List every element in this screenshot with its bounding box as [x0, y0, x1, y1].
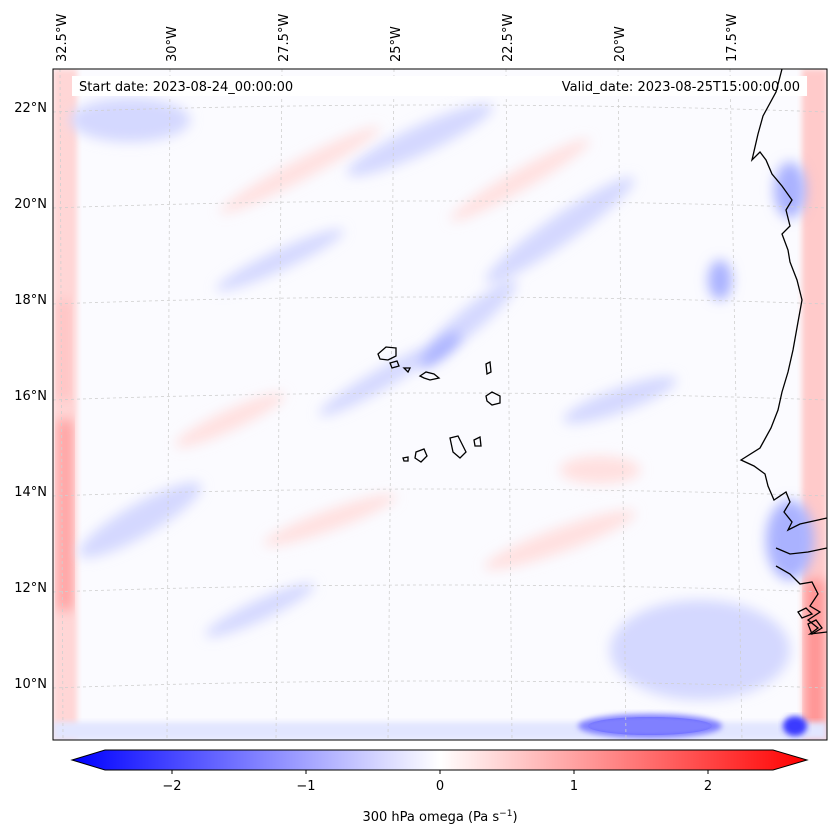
- lat-label: 22°N: [14, 101, 47, 116]
- latitude-labels: 22°N 20°N 18°N 16°N 14°N 12°N 10°N: [14, 101, 47, 692]
- island-santa-luzia: [402, 367, 412, 374]
- colorbar-tick-label: 2: [704, 779, 712, 794]
- west-africa-coastline: [739, 69, 827, 532]
- map-frame: [52, 68, 828, 741]
- lat-label: 16°N: [14, 389, 47, 404]
- gambia-river: [775, 547, 827, 555]
- lon-label: 30°W: [165, 26, 180, 62]
- island-maio: [473, 436, 482, 447]
- colorbar-bar: [70, 749, 809, 771]
- island-santo-antao: [377, 346, 397, 361]
- date-header-band: [72, 76, 807, 96]
- gridlines: [53, 69, 827, 740]
- lon-label: 22.5°W: [501, 14, 516, 62]
- lat-label: 20°N: [14, 197, 47, 212]
- island-sao-vicente: [389, 360, 400, 369]
- lat-label: 10°N: [14, 677, 47, 692]
- island-sal: [485, 360, 492, 376]
- lon-label: 17.5°W: [725, 14, 740, 62]
- lat-label: 12°N: [14, 581, 47, 596]
- valid-date: Valid_date: 2023-08-25T15:00:00.00: [562, 80, 800, 95]
- guinea-bissau-coast: [775, 565, 827, 635]
- colorbar-tick-label: −1: [296, 779, 315, 794]
- colorbar-label-sup: −1: [499, 809, 512, 819]
- island-sao-nicolau: [418, 371, 441, 381]
- island-santiago: [449, 435, 467, 459]
- coastlines: [739, 69, 827, 635]
- island-boa-vista: [485, 391, 501, 406]
- colorbar-tick-label: 0: [436, 779, 444, 794]
- lon-label: 32.5°W: [55, 14, 70, 62]
- lat-label: 18°N: [14, 293, 47, 308]
- omega-field: [53, 69, 827, 740]
- colorbar: −2 −1 0 1 2 300 hPa omega (Pa s−1): [70, 749, 809, 825]
- colorbar-tick-label: 1: [570, 779, 578, 794]
- colorbar-label-end: ): [512, 810, 517, 825]
- island-fogo: [414, 448, 428, 463]
- map-panel: Start date: 2023-08-24_00:00:00 Valid_da…: [52, 68, 828, 741]
- colorbar-label-main: 300 hPa omega (Pa s: [362, 810, 499, 825]
- start-date: Start date: 2023-08-24_00:00:00: [79, 80, 293, 95]
- island-brava: [402, 456, 409, 462]
- lat-label: 14°N: [14, 485, 47, 500]
- lon-label: 27.5°W: [277, 14, 292, 62]
- longitude-labels: 32.5°W 30°W 27.5°W 25°W 22.5°W 20°W 17.5…: [55, 14, 740, 62]
- colorbar-ticks: [171, 770, 709, 774]
- colorbar-label: 300 hPa omega (Pa s−1): [362, 809, 517, 825]
- lon-label: 20°W: [613, 26, 628, 62]
- cabo-verde-islands: [377, 346, 501, 463]
- colorbar-tick-label: −2: [162, 779, 181, 794]
- lon-label: 25°W: [389, 26, 404, 62]
